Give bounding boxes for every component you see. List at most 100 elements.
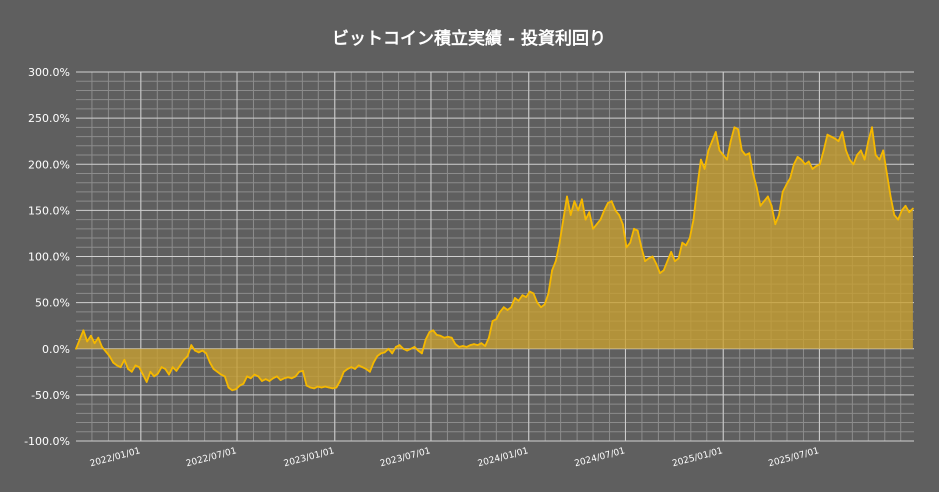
data-point xyxy=(276,375,278,378)
data-point xyxy=(681,241,684,244)
data-point xyxy=(328,386,330,389)
data-point xyxy=(826,133,829,136)
data-point xyxy=(610,200,613,203)
data-point xyxy=(688,237,691,240)
data-point xyxy=(406,349,408,352)
data-point xyxy=(640,246,643,249)
data-point xyxy=(320,386,323,389)
data-point xyxy=(331,387,334,390)
data-point xyxy=(223,375,226,378)
data-point xyxy=(514,297,516,299)
data-point xyxy=(290,377,293,380)
data-point xyxy=(662,269,665,272)
data-point xyxy=(409,347,412,350)
data-point xyxy=(707,149,710,152)
y-tick-label: 200.0% xyxy=(28,158,70,171)
data-point xyxy=(774,223,777,226)
y-tick-label: -100.0% xyxy=(24,435,70,448)
y-tick-label: 100.0% xyxy=(28,251,70,264)
data-point xyxy=(692,218,695,221)
data-point xyxy=(897,218,899,221)
data-point xyxy=(841,131,844,133)
y-tick-label: 50.0% xyxy=(35,297,70,310)
data-point xyxy=(369,370,371,373)
data-point xyxy=(101,346,103,348)
data-point xyxy=(848,158,851,161)
data-point xyxy=(216,370,219,373)
data-point xyxy=(789,177,792,180)
data-point xyxy=(584,218,587,221)
data-point xyxy=(249,377,252,380)
data-point xyxy=(625,246,628,249)
data-point xyxy=(491,320,494,322)
data-point xyxy=(309,386,312,389)
data-point xyxy=(164,368,167,370)
data-point xyxy=(231,389,234,392)
data-point xyxy=(246,375,249,378)
data-point xyxy=(413,346,416,348)
data-point xyxy=(149,370,152,373)
data-point xyxy=(674,260,676,262)
data-point xyxy=(145,381,148,383)
data-point xyxy=(517,299,520,302)
data-point xyxy=(670,251,673,253)
data-point xyxy=(886,172,888,175)
data-point xyxy=(521,294,524,297)
data-point xyxy=(528,290,531,293)
data-point xyxy=(82,329,85,332)
data-point xyxy=(592,227,594,230)
data-point xyxy=(484,345,487,347)
data-point xyxy=(714,131,717,133)
data-point xyxy=(78,338,81,341)
data-point xyxy=(767,195,769,198)
data-point xyxy=(863,158,866,161)
data-point xyxy=(874,154,877,156)
data-point xyxy=(194,349,196,352)
data-point xyxy=(350,366,353,369)
data-point xyxy=(454,343,457,345)
data-point xyxy=(138,366,141,369)
data-point xyxy=(298,370,301,373)
data-point xyxy=(209,361,211,364)
data-point xyxy=(160,366,163,369)
data-point xyxy=(867,140,870,143)
data-point xyxy=(900,209,903,212)
data-point xyxy=(153,375,156,378)
data-point xyxy=(856,154,858,156)
data-point xyxy=(458,346,460,348)
data-point xyxy=(800,158,803,161)
data-point xyxy=(547,292,550,295)
data-point xyxy=(75,347,77,350)
data-point xyxy=(134,364,137,367)
data-point xyxy=(647,257,650,260)
data-point xyxy=(287,376,289,379)
data-point xyxy=(268,380,271,382)
data-point xyxy=(354,368,356,370)
data-point xyxy=(860,149,862,152)
data-point xyxy=(465,346,468,348)
data-point xyxy=(666,260,669,262)
data-point xyxy=(740,149,743,152)
y-tick-label: 150.0% xyxy=(28,204,70,217)
data-point xyxy=(104,350,107,353)
data-point xyxy=(618,214,620,216)
data-point xyxy=(603,209,606,212)
data-point xyxy=(398,344,401,346)
data-point xyxy=(871,126,873,129)
data-point xyxy=(339,380,341,382)
data-point xyxy=(852,163,855,166)
data-point xyxy=(469,344,472,346)
data-point xyxy=(313,387,315,390)
data-point xyxy=(495,318,498,321)
data-point xyxy=(123,358,126,361)
data-point xyxy=(272,377,274,380)
data-point xyxy=(796,156,799,158)
data-point xyxy=(488,336,490,339)
data-point xyxy=(462,345,464,347)
data-point xyxy=(573,200,576,203)
data-point xyxy=(543,303,546,306)
data-point xyxy=(763,200,765,203)
data-point xyxy=(264,378,267,381)
data-point xyxy=(156,372,159,375)
data-point xyxy=(737,128,739,131)
